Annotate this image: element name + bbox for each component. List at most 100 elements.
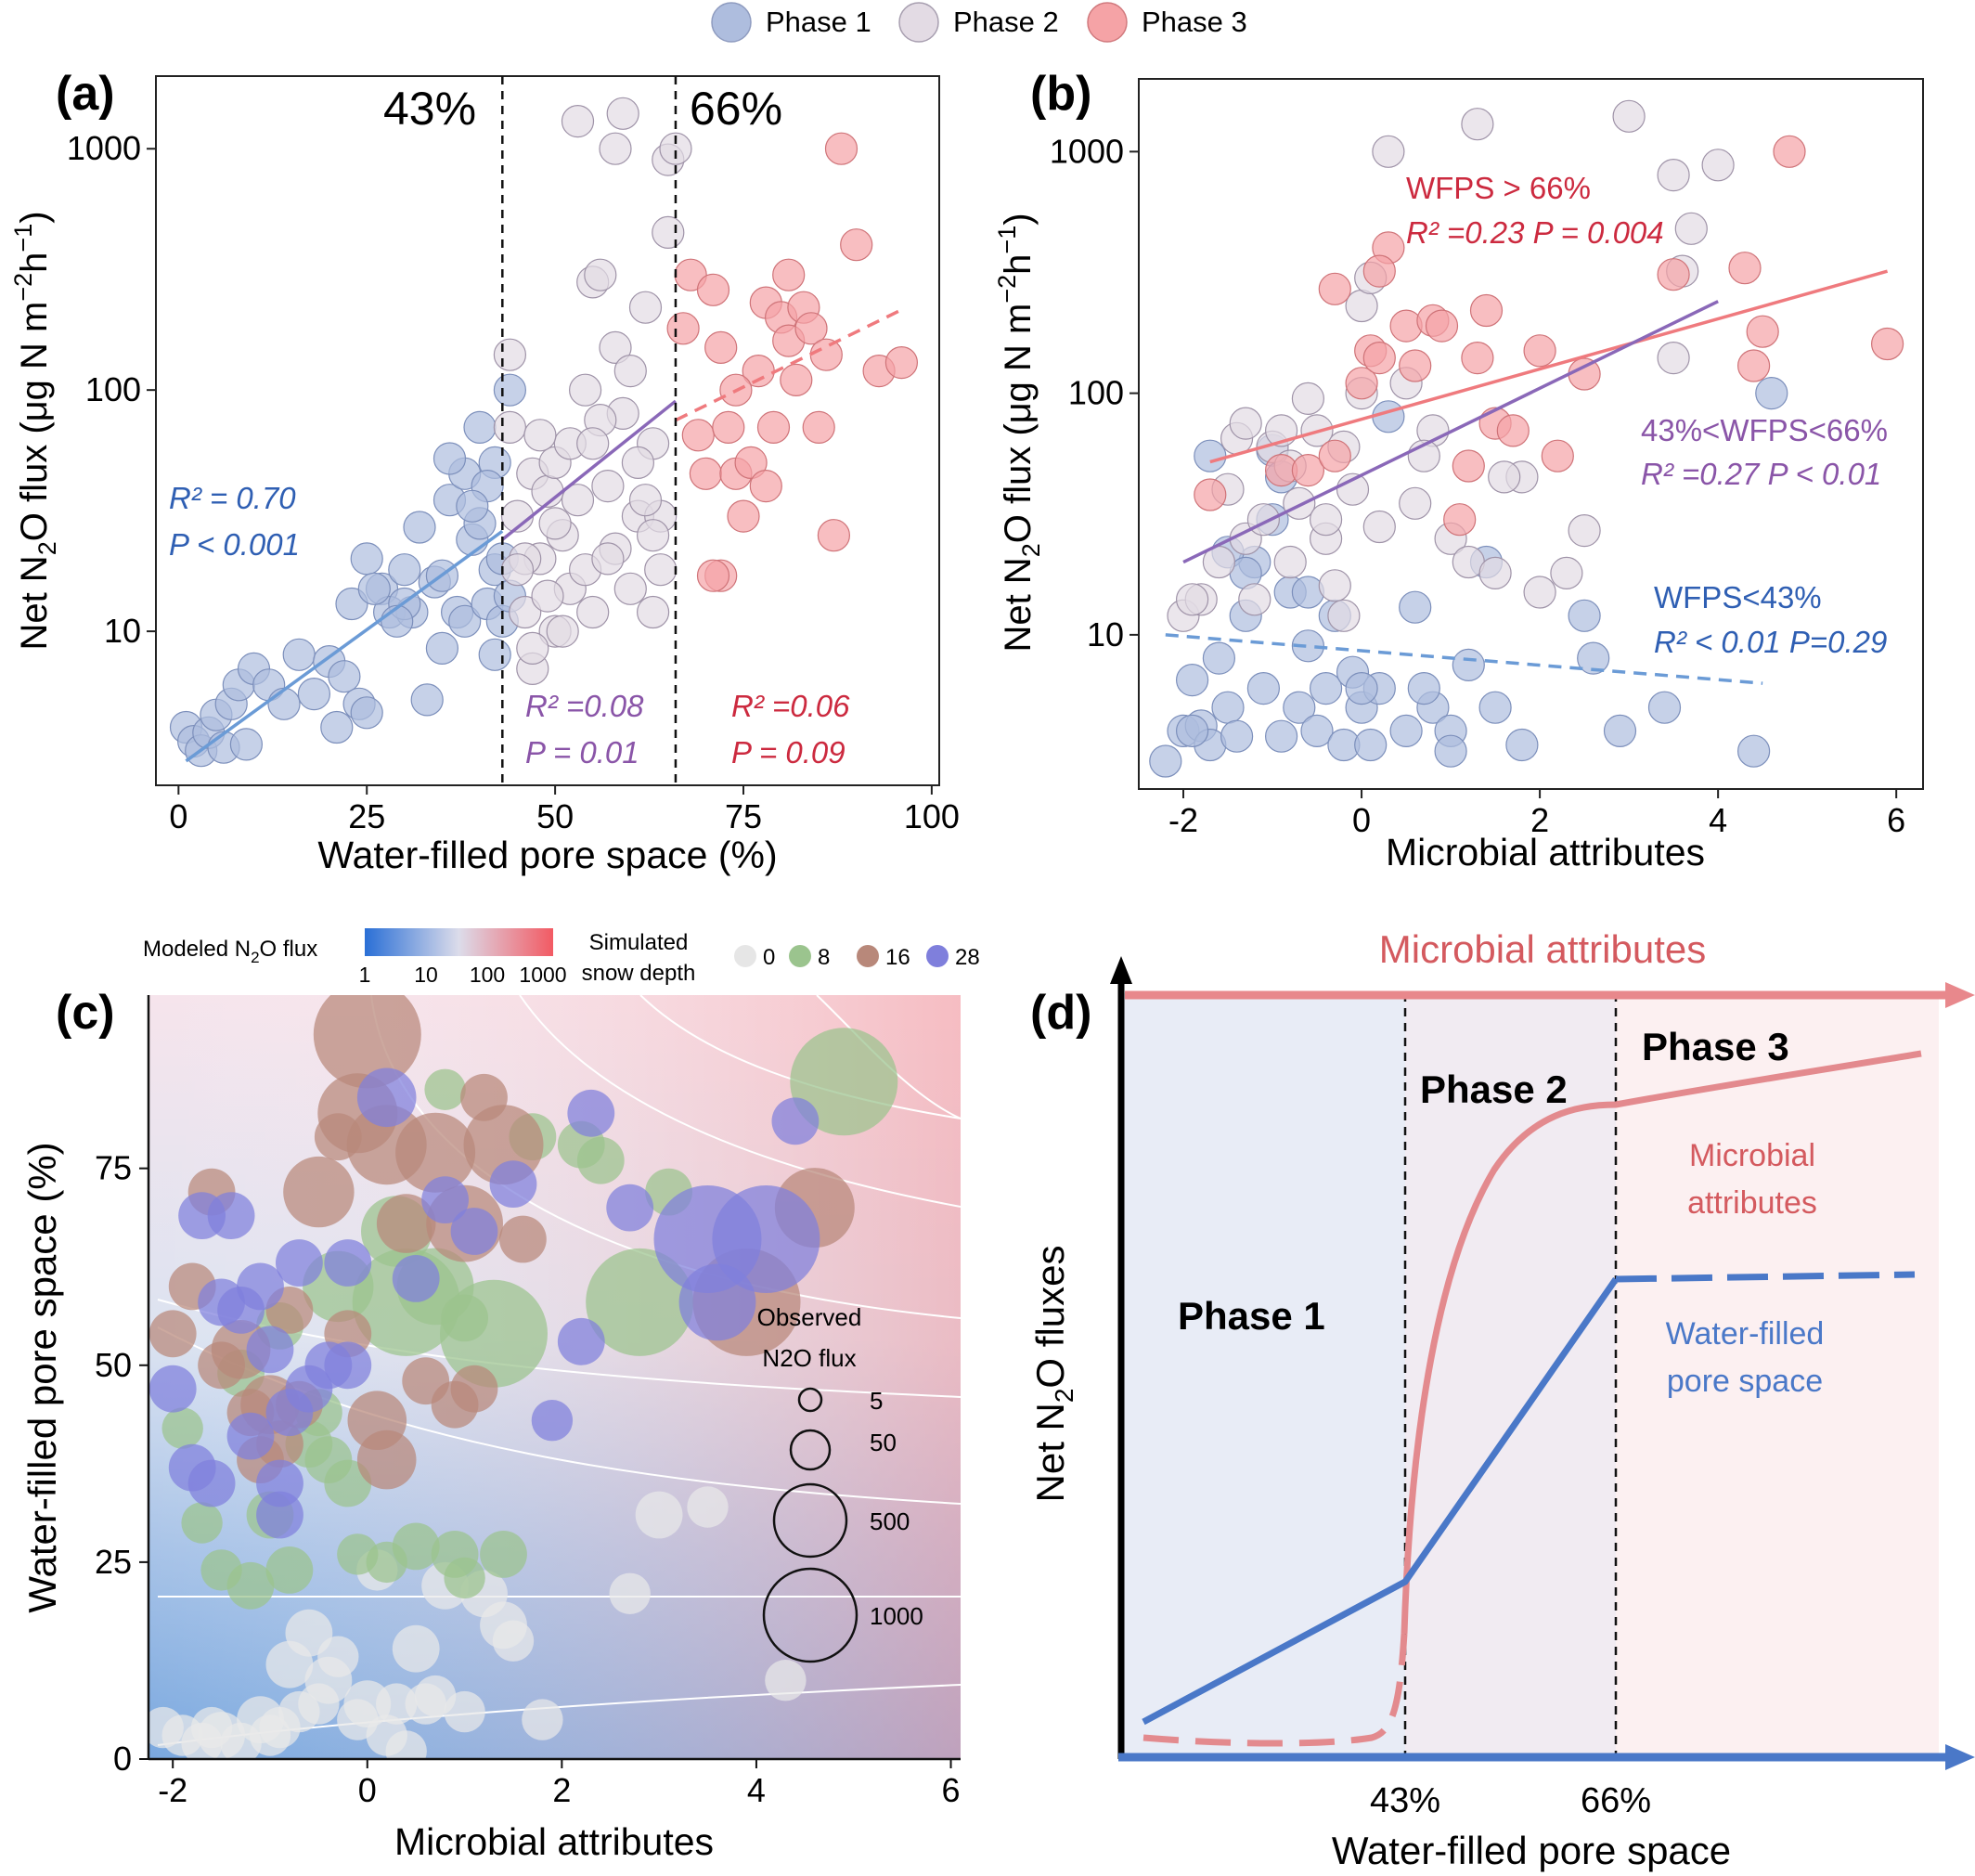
panel-a-xtick-label: 100 (904, 797, 960, 835)
size-legend-label-5: 5 (870, 1387, 883, 1415)
panel-a-point-phase1 (493, 373, 527, 407)
panel-b-points (1149, 99, 1904, 778)
phase2-region (1405, 993, 1616, 1757)
panel-a-threshold-43: 43% (383, 83, 476, 135)
snow-legend-title-2: snow depth (582, 961, 696, 986)
panel-c-point-snow-28 (148, 1365, 197, 1413)
panel-b-stat-high-values: R² =0.23 P = 0.004 (1406, 215, 1664, 250)
panel-c-point-snow-28 (356, 1067, 417, 1128)
panel-c-xtick-label: 4 (747, 1771, 766, 1809)
panel-b-point-phase1 (1399, 590, 1432, 624)
panel-b-stat-mid-title: 43%<WFPS<66% (1641, 413, 1888, 447)
snow-legend-label-28: 28 (955, 945, 980, 970)
panel-d-ylabel: Net N2O fluxes (1028, 1246, 1078, 1503)
panel-a-point-phase1 (410, 683, 444, 717)
panel-d: (d) Microbial attributes Phase 1 Phase 2… (1028, 927, 1975, 1872)
panel-a: (a) 0 25 50 75 100 10 100 1000 43% 66% R² = 0.7… (9, 67, 960, 876)
panel-a-stat-phase3-p: P = 0.09 (731, 735, 846, 770)
panel-a-point-phase2 (516, 631, 549, 666)
legend-phase1-label: Phase 1 (766, 6, 871, 38)
panel-c-point-snow-28 (557, 1317, 605, 1365)
panel-c-point-snow-8 (424, 1068, 466, 1111)
panel-a-point-phase2 (628, 291, 663, 324)
panel-b-point-phase3 (1318, 439, 1351, 472)
panel-a-point-phase1 (432, 442, 467, 475)
panel-b-point-phase3 (1657, 258, 1690, 291)
panel-b-axes: -2 0 2 4 6 10 100 1000 (1050, 132, 1905, 839)
panel-a-point-phase2 (652, 215, 685, 249)
panel-c-point-snow-8 (441, 1294, 488, 1342)
panel-a-point-phase2 (500, 553, 535, 587)
panel-a-point-phase3 (689, 457, 723, 490)
panel-a-point-phase2 (599, 330, 632, 364)
panel-a-stat-phase2-r2: R² =0.08 (525, 689, 644, 723)
panel-b-xtick-label: -2 (1168, 801, 1198, 839)
panel-a-point-phase2 (613, 355, 647, 388)
panel-b-point-phase2 (1327, 599, 1361, 632)
microbial-axis-arrowhead (1945, 982, 1975, 1008)
panel-c-xtick-label: 6 (942, 1771, 961, 1809)
panel-b-point-phase1 (1372, 400, 1405, 433)
panel-a-fit-line-1 (185, 529, 504, 763)
panel-b-xtick-label: 4 (1709, 801, 1727, 839)
panel-b-point-phase2 (1345, 289, 1378, 323)
panel-b-point-phase1 (1577, 641, 1610, 675)
panel-b-xtick-label: 2 (1530, 801, 1549, 839)
phase2-label: Phase 2 (1420, 1067, 1568, 1111)
colorbar (365, 928, 553, 956)
panel-a-point-phase1 (463, 410, 497, 444)
panel-b-point-phase3 (1461, 342, 1494, 375)
panel-a-point-phase3 (696, 559, 730, 592)
panel-b-point-phase2 (1523, 576, 1556, 609)
microbial-curve (1401, 1050, 1922, 1635)
panel-b-point-phase1 (1407, 671, 1440, 705)
panel-a-point-phase2 (591, 542, 625, 576)
panel-a-point-phase3 (884, 346, 919, 380)
panel-a-point-phase1 (297, 677, 330, 711)
panel-c-point-snow-0 (343, 1680, 392, 1727)
panel-a-axes: 0 25 50 75 100 10 100 1000 (67, 129, 960, 835)
panel-a-point-phase1 (448, 604, 482, 638)
panel-c-ytick-label: 50 (95, 1346, 132, 1384)
panel-a-point-phase1 (328, 660, 361, 693)
wfps-curve-phase3 (1615, 1271, 1916, 1283)
legend-phase1-marker (711, 2, 752, 43)
panel-b-stat-low-title: WFPS<43% (1654, 580, 1822, 615)
panel-b-point-phase1 (1149, 744, 1182, 778)
panel-b-point-phase1 (1291, 629, 1325, 663)
panel-b-point-phase3 (1736, 349, 1771, 382)
panel-b-fit-line-2 (1182, 300, 1719, 564)
panel-b-point-phase1 (1478, 691, 1512, 724)
panel-b-point-phase1 (1264, 719, 1298, 753)
panel-b-point-phase2 (1362, 510, 1396, 544)
panel-b-point-phase2 (1238, 583, 1271, 616)
panel-a-point-phase3 (712, 410, 745, 444)
panel-a-point-phase2 (568, 373, 602, 407)
panel-a-point-phase1 (350, 542, 383, 576)
panel-a-point-phase3 (756, 410, 791, 444)
panel-b-point-phase1 (1434, 734, 1467, 768)
panel-a-point-phase3 (666, 312, 700, 345)
panel-a-point-phase2 (523, 419, 557, 452)
panel-b-point-phase1 (1755, 377, 1788, 410)
snow-legend-label-0: 0 (763, 945, 775, 970)
panel-b-point-phase3 (1443, 503, 1477, 537)
panel-b-point-phase1 (1647, 691, 1682, 724)
size-legend-circle-5 (797, 1387, 823, 1413)
size-legend-title-2: N2O flux (762, 1344, 856, 1372)
legend-phase3-marker (1087, 2, 1128, 43)
panel-b-point-phase2 (1657, 342, 1690, 375)
panel-b-point-phase2 (1657, 159, 1690, 192)
size-legend-label-50: 50 (870, 1429, 897, 1456)
panel-a-point-phase2 (531, 579, 564, 613)
panel-c-point-snow-28 (276, 1239, 323, 1287)
panel-a-point-phase2 (546, 615, 579, 648)
panel-c-point-snow-16 (347, 1391, 407, 1450)
panel-c-point-snow-0 (317, 1636, 359, 1677)
panel-b-point-phase2 (1399, 486, 1432, 520)
panel-c-point-snow-28 (207, 1192, 255, 1239)
panel-b-point-phase3 (1194, 478, 1227, 511)
observed-flux-size-legend: Observed N2O flux 5 50 500 1000 (757, 1303, 923, 1663)
panel-a-threshold-66: 66% (690, 83, 782, 135)
snow-legend-marker-8 (789, 945, 811, 967)
